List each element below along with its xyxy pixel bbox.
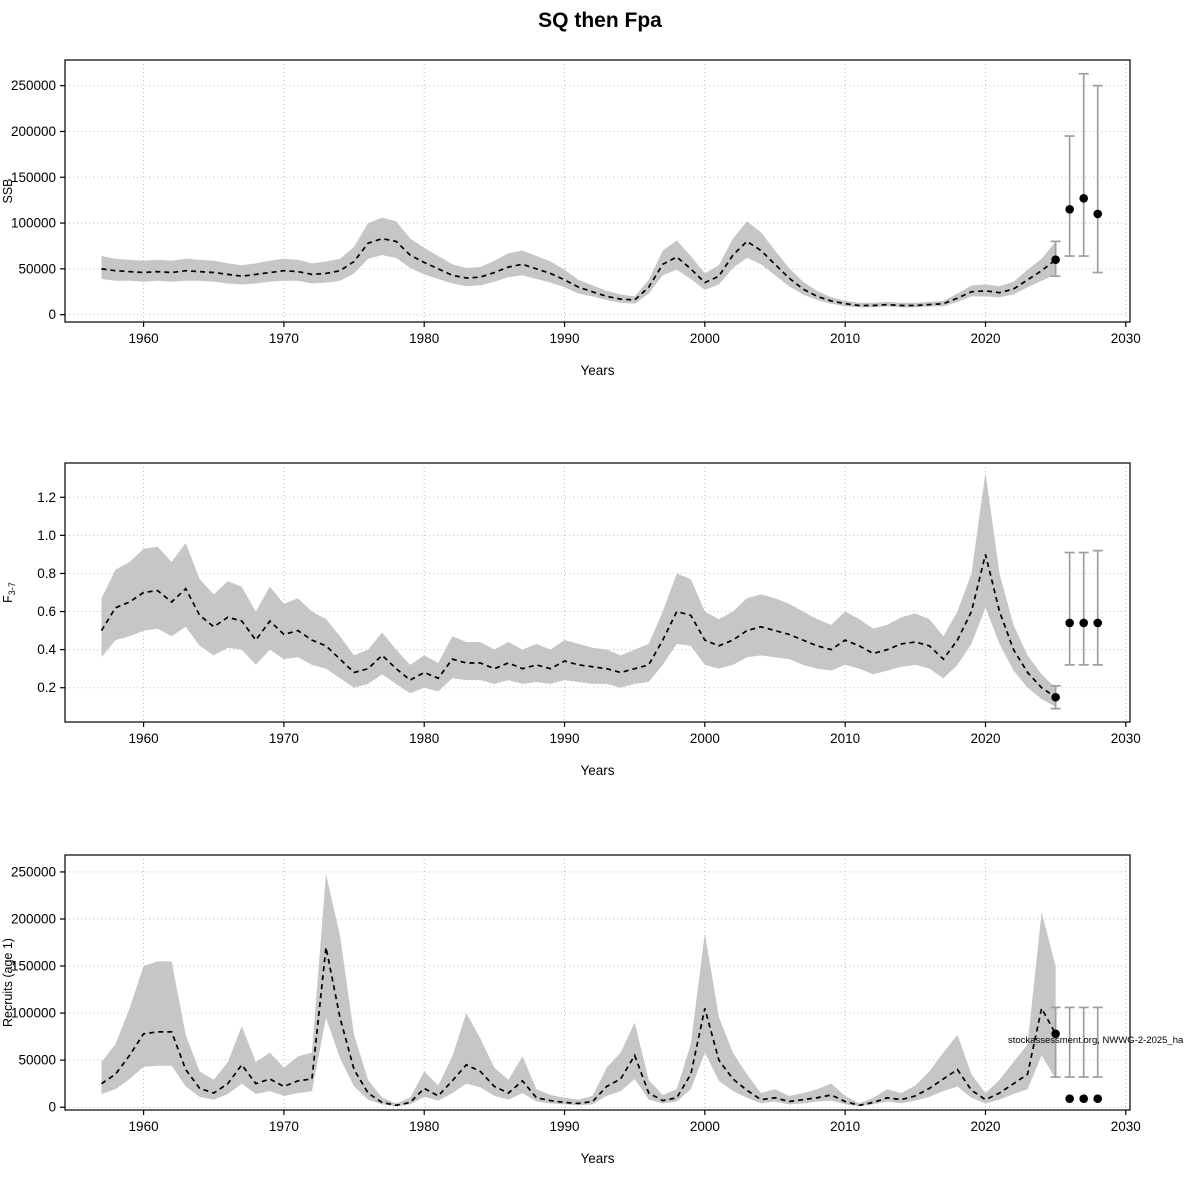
x-tick-label: 2010	[830, 331, 860, 346]
panel-recruits: 1960 1970 1980 1990 2000 2010 2020 2030 0 50000 10…	[0, 814, 1200, 1200]
y-tick-label: 200000	[11, 124, 56, 139]
forecast-point	[1093, 209, 1103, 219]
y-tick-label: 0.8	[37, 566, 56, 581]
fishing-mortality-chart: 1960 1970 1980 1990 2000 2010 2020 2030 0.2 0.4 0.…	[1, 462, 1141, 778]
watermark: stockassessment.org, NWWG-2-2025_ha	[1008, 1035, 1184, 1046]
confidence-band	[101, 472, 1056, 707]
y-axis-label: SSB	[1, 178, 15, 203]
y-tick-label: 100000	[11, 216, 56, 231]
forecast-errorbar	[1092, 84, 1103, 274]
y-tick-label: 250000	[11, 78, 56, 93]
median-line	[100, 554, 1057, 698]
x-tick-label: 1980	[409, 731, 439, 746]
x-tick-label: 2020	[970, 731, 1000, 746]
gridlines	[65, 855, 1130, 1110]
x-axis-label: Years	[580, 1151, 614, 1166]
y-tick-label: 200000	[11, 911, 56, 926]
y-tick-label: 100000	[11, 1006, 56, 1021]
x-tick-label: 2030	[1111, 731, 1141, 746]
plot-border	[64, 59, 1131, 323]
forecast-errorbar	[1064, 135, 1075, 257]
forecast-point	[1051, 1029, 1060, 1039]
forecast-point	[1079, 1094, 1088, 1104]
forecast-point	[1065, 1094, 1074, 1104]
x-tick-label: 2000	[690, 331, 720, 346]
forecast-point	[1065, 618, 1074, 628]
median-line	[101, 237, 1057, 307]
x-tick-label: 2010	[830, 1119, 860, 1134]
y-tick-label: 0	[48, 307, 56, 322]
x-tick-label: 1960	[129, 1119, 159, 1134]
y-axis-label: F3-7	[1, 582, 17, 603]
panel-fishing-mortality: 1960 1970 1980 1990 2000 2010 2020 2030 0.2 0.4 0.…	[0, 428, 1200, 814]
forecast-point	[1065, 205, 1074, 214]
panel-ssb: 1960 1970 1980 1990 2000 2010 2020 2030 0 50000 10…	[0, 42, 1200, 428]
forecast-errorbar	[1064, 1006, 1075, 1078]
y-tick-label: 0.2	[37, 680, 56, 695]
x-tick-label: 2010	[830, 731, 860, 746]
forecast-point	[1093, 618, 1103, 628]
forecast-errorbar	[1078, 551, 1089, 666]
y-tick-label: 150000	[11, 170, 56, 185]
confidence-band	[101, 217, 1056, 308]
x-tick-label: 1970	[269, 731, 299, 746]
y-tick-label: 1.2	[37, 490, 56, 505]
median-line	[101, 947, 1057, 1107]
x-tick-label: 1970	[269, 331, 299, 346]
x-tick-label: 2020	[970, 331, 1000, 346]
forecast-errorbar	[1050, 1006, 1061, 1078]
y-tick-label: 0.4	[37, 642, 56, 657]
y-tick-label: 0	[48, 1100, 56, 1115]
y-tick-label: 250000	[11, 864, 56, 879]
forecast-point	[1093, 1094, 1103, 1104]
x-tick-label: 2020	[970, 1119, 1000, 1134]
x-tick-label: 2030	[1111, 1119, 1141, 1134]
forecast-point	[1051, 255, 1060, 265]
forecast-point	[1079, 194, 1088, 203]
y-tick-label: 50000	[18, 261, 56, 276]
gridlines	[65, 60, 1130, 322]
figure-title: SQ then Fpa	[538, 9, 662, 32]
x-axis-label: Years	[580, 763, 614, 778]
forecast-errorbar	[1064, 551, 1075, 666]
forecast-errorbar	[1092, 1006, 1103, 1078]
plot-border	[64, 854, 1131, 1111]
x-tick-label: 1960	[129, 331, 159, 346]
ssb-chart: 1960 1970 1980 1990 2000 2010 2020 2030 0 50000 10…	[1, 59, 1141, 378]
y-tick-label: 0.6	[37, 604, 56, 619]
y-axis-label: Recruits (age 1)	[1, 938, 15, 1027]
y-tick-label: 1.0	[37, 528, 56, 543]
y-tick-label: 50000	[18, 1053, 56, 1068]
forecast-errorbar	[1078, 72, 1089, 257]
x-axis-label: Years	[580, 363, 614, 378]
forecast-point	[1079, 618, 1088, 628]
x-tick-label: 1990	[550, 331, 580, 346]
x-tick-label: 2000	[690, 1119, 720, 1134]
x-tick-label: 1990	[550, 1119, 580, 1134]
x-tick-label: 1980	[409, 1119, 439, 1134]
confidence-band	[101, 873, 1056, 1107]
x-tick-label: 1970	[269, 1119, 299, 1134]
forecast-point	[1051, 692, 1060, 702]
x-tick-label: 1990	[550, 731, 580, 746]
x-tick-label: 2000	[690, 731, 720, 746]
x-tick-label: 1960	[129, 731, 159, 746]
x-tick-label: 1980	[409, 331, 439, 346]
recruitment-chart: 1960 1970 1980 1990 2000 2010 2020 2030 0 50000 10…	[1, 854, 1184, 1166]
y-tick-label: 150000	[11, 959, 56, 974]
forecast-errorbar	[1078, 1006, 1089, 1078]
x-tick-label: 2030	[1111, 331, 1141, 346]
plot-border	[64, 462, 1131, 723]
forecast-errorbar	[1092, 549, 1103, 666]
